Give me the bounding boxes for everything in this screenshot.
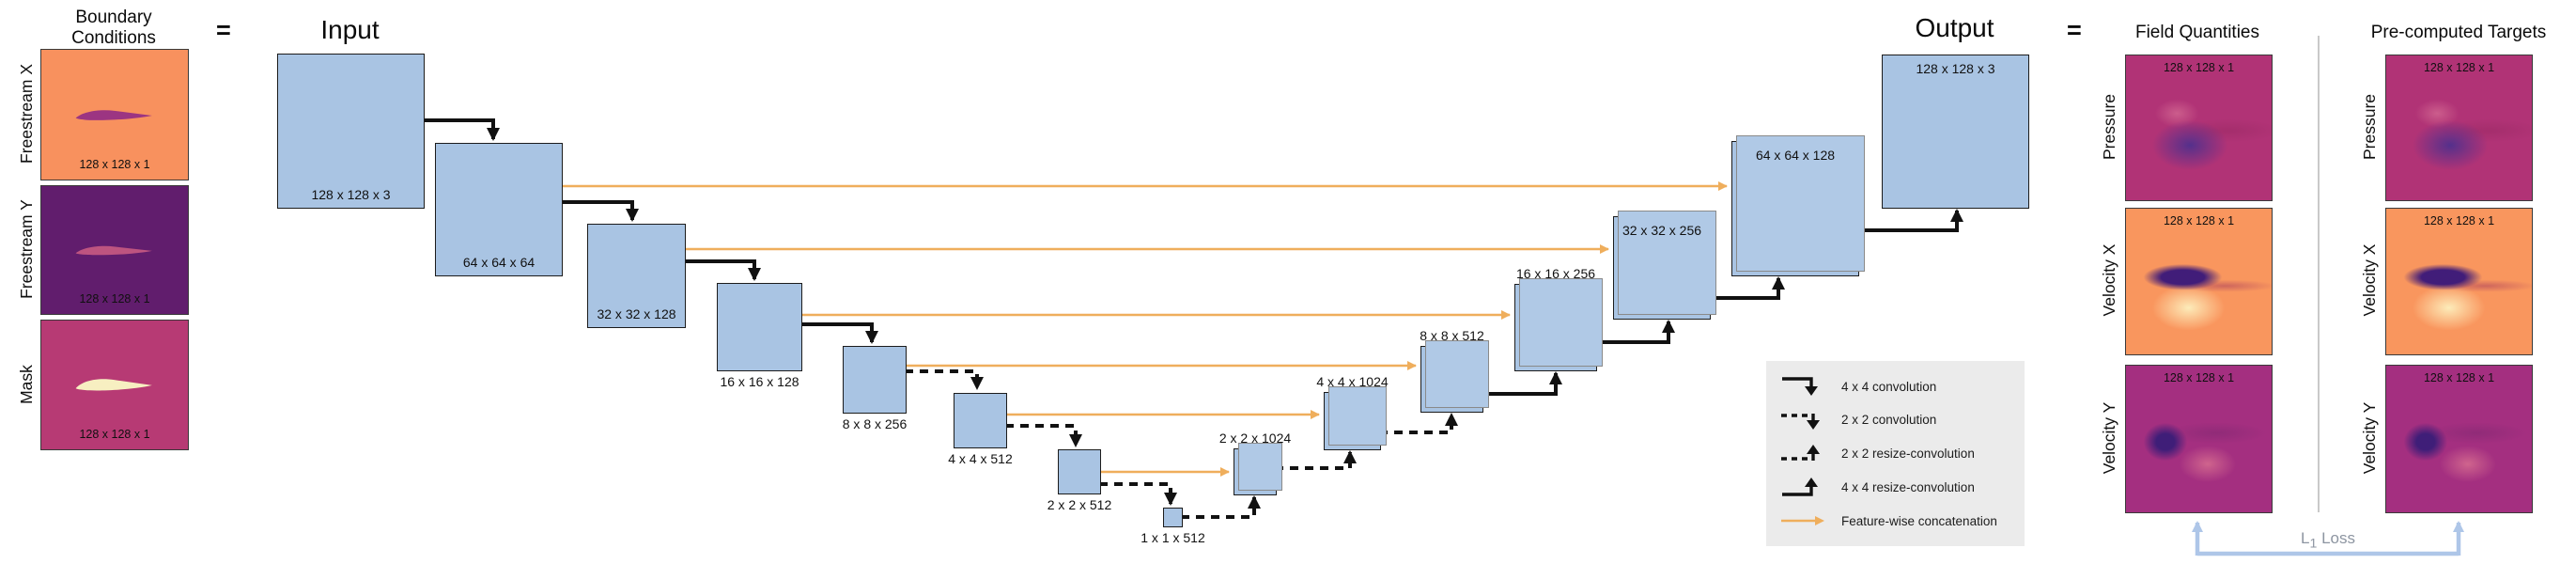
- freestream-x-image: 128 x 128 x 1: [40, 49, 189, 180]
- block-dims-label: 2 x 2 x 512: [1047, 497, 1112, 512]
- legend-item-resize22: 2 x 2 resize-convolution: [1779, 443, 2011, 465]
- image-dims: 128 x 128 x 1: [2163, 214, 2235, 227]
- block-dims-label: 8 x 8 x 256: [842, 416, 908, 431]
- image-dims: 128 x 128 x 1: [79, 428, 150, 441]
- unet-block-dec-32: 32 x 32 x 256: [1613, 211, 1716, 320]
- block-dims-label: 1 x 1 x 512: [1141, 530, 1205, 545]
- target-velocity-y-image: 128 x 128 x 1: [2385, 365, 2533, 513]
- block-dims-label: 16 x 16 x 256: [1515, 266, 1596, 281]
- block-dims-label: 64 x 64 x 64: [462, 255, 535, 270]
- airfoil-silhouette-icon: [75, 109, 153, 120]
- airfoil-silhouette-icon: [75, 245, 153, 256]
- field-velocity-y-image: 128 x 128 x 1: [2125, 365, 2273, 513]
- concat-arrow-icon: [1781, 516, 1824, 525]
- unet-block-enc-32: 32 x 32 x 128: [587, 224, 686, 328]
- unet-block-dec-4: 4 x 4 x 1024: [1316, 374, 1389, 450]
- legend-item-conv22: 2 x 2 convolution: [1779, 409, 2011, 431]
- mask-label: Mask: [17, 365, 36, 404]
- column-divider: [2318, 36, 2320, 512]
- loss-subscript: 1: [2309, 536, 2318, 552]
- unet-block-dec-16: 16 x 16 x 256: [1514, 266, 1603, 371]
- image-dims: 128 x 128 x 1: [2423, 214, 2495, 227]
- input-title: Input: [320, 15, 380, 44]
- block-dims-label: 128 x 128 x 3: [311, 187, 391, 202]
- velocity-y-label: Velocity Y: [2100, 401, 2118, 475]
- boundary-conditions-title: Boundary Conditions: [71, 8, 156, 48]
- image-dims: 128 x 128 x 1: [2163, 371, 2235, 384]
- l1-loss-label: L1 Loss: [2301, 529, 2355, 552]
- block-dims-label: 2 x 2 x 1024: [1218, 431, 1292, 446]
- airfoil-silhouette-icon: [75, 379, 153, 391]
- target-pressure-image: 128 x 128 x 1: [2385, 55, 2533, 201]
- target-velocity-y-label: Velocity Y: [2360, 401, 2379, 475]
- unet-block-enc-64: 64 x 64 x 64: [435, 143, 563, 276]
- block-dims-label: 128 x 128 x 3: [1916, 61, 1995, 76]
- unet-block-dec-8: 8 x 8 x 512: [1420, 328, 1489, 413]
- image-dims: 128 x 128 x 1: [79, 292, 150, 306]
- legend-item-conv44: 4 x 4 convolution: [1779, 375, 2011, 398]
- image-dims: 128 x 128 x 1: [2423, 371, 2495, 384]
- unet-block-enc-2: 2 x 2 x 512: [1047, 449, 1111, 512]
- legend: 4 x 4 convolution 2 x 2 convolution 2 x …: [1766, 361, 2025, 546]
- unet-block-enc-8: 8 x 8 x 256: [843, 346, 907, 431]
- block-dims-label: 4 x 4 x 512: [948, 451, 1013, 466]
- precomputed-targets-title: Pre-computed Targets: [2370, 23, 2547, 42]
- image-dims: 128 x 128 x 1: [2163, 61, 2235, 74]
- block-dims-label: 16 x 16 x 128: [720, 374, 799, 389]
- conv22-arrow-icon: [1781, 413, 1820, 430]
- unet-block-dec-64: 64 x 64 x 128: [1731, 135, 1865, 276]
- block-dims-label: 64 x 64 x 128: [1755, 148, 1836, 163]
- equals-sign-left: =: [216, 16, 231, 44]
- resize44-arrow-icon: [1782, 478, 1818, 496]
- image-dims: 128 x 128 x 1: [79, 158, 150, 171]
- unet-block-input: 128 x 128 x 3: [277, 54, 425, 209]
- unet-block-enc-4: 4 x 4 x 512: [948, 393, 1013, 466]
- mask-image: 128 x 128 x 1: [40, 320, 189, 450]
- unet-block-dec-2: 2 x 2 x 1024: [1219, 431, 1291, 495]
- legend-item-resize44: 4 x 4 resize-convolution: [1779, 476, 2011, 498]
- freestream-y-image: 128 x 128 x 1: [40, 185, 189, 315]
- block-dims-label: 32 x 32 x 128: [597, 306, 676, 321]
- equals-sign-right: =: [2067, 16, 2082, 44]
- block-dims-label: 32 x 32 x 256: [1622, 223, 1702, 238]
- field-quantities-title: Field Quantities: [2134, 23, 2259, 42]
- legend-item-concat: Feature-wise concatenation: [1779, 509, 2011, 532]
- field-pressure-image: 128 x 128 x 1: [2125, 55, 2273, 201]
- output-title: Output: [1915, 13, 1994, 42]
- conv44-arrow-icon: [1782, 377, 1818, 396]
- block-dims-label: 8 x 8 x 512: [1420, 328, 1484, 343]
- block-dims-label: 4 x 4 x 1024: [1316, 374, 1389, 389]
- image-dims: 128 x 128 x 1: [2423, 61, 2495, 74]
- unet-block-enc-16: 16 x 16 x 128: [717, 283, 802, 389]
- resize22-arrow-icon: [1781, 444, 1820, 461]
- field-velocity-x-image: 128 x 128 x 1: [2125, 208, 2273, 355]
- unet-block-output: 128 x 128 x 3: [1882, 55, 2029, 209]
- unet-block-bottleneck-1: 1 x 1 x 512: [1141, 508, 1205, 545]
- target-velocity-x-image: 128 x 128 x 1: [2385, 208, 2533, 355]
